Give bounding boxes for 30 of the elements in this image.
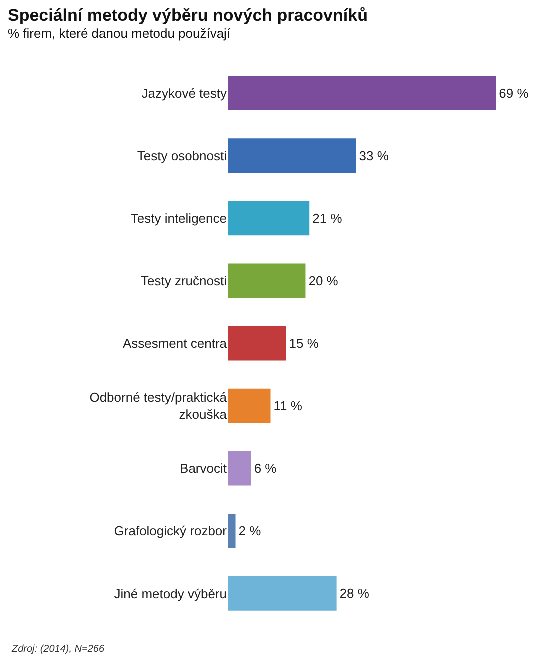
y-tick-label: Testy inteligence [130, 210, 227, 226]
data-label: 6 % [254, 461, 278, 476]
bar [228, 576, 337, 611]
data-label: 11 % [274, 398, 303, 414]
bar [228, 514, 236, 548]
bar [228, 451, 252, 486]
text: % firem, které danou metodu používají [8, 26, 231, 41]
data-label: 69 % [499, 86, 530, 101]
data-label: 2 % [238, 524, 262, 539]
bar [228, 388, 271, 424]
y-tick-label: Jazykové testy [142, 86, 228, 101]
text: Zdroj: (2014), N=266 [11, 644, 105, 655]
bar [228, 326, 286, 361]
y-tick-label: Grafologický rozbor [114, 524, 228, 539]
data-label: 21 % [312, 210, 343, 226]
data-label: 33 % [359, 148, 390, 164]
y-tick-label: Testy osobnosti [137, 148, 228, 164]
data-label: 20 % [308, 273, 339, 288]
data-label: 15 % [289, 336, 320, 351]
data-label: 28 % [340, 586, 370, 602]
y-tick-label: Barvocit [180, 461, 228, 476]
y-tick-label: Assesment centra [122, 336, 228, 352]
bar [228, 201, 310, 236]
y-tick-label: Jiné metody výběru [114, 586, 227, 602]
y-tick-label: Odborné testy/praktická zkouška [90, 390, 228, 422]
y-tick-label: Testy zručnosti [141, 273, 228, 288]
bar [228, 138, 356, 174]
bar [228, 76, 496, 110]
bar [228, 264, 306, 298]
chart-title: Speciální metody výběru nových pracovníků [8, 6, 368, 25]
